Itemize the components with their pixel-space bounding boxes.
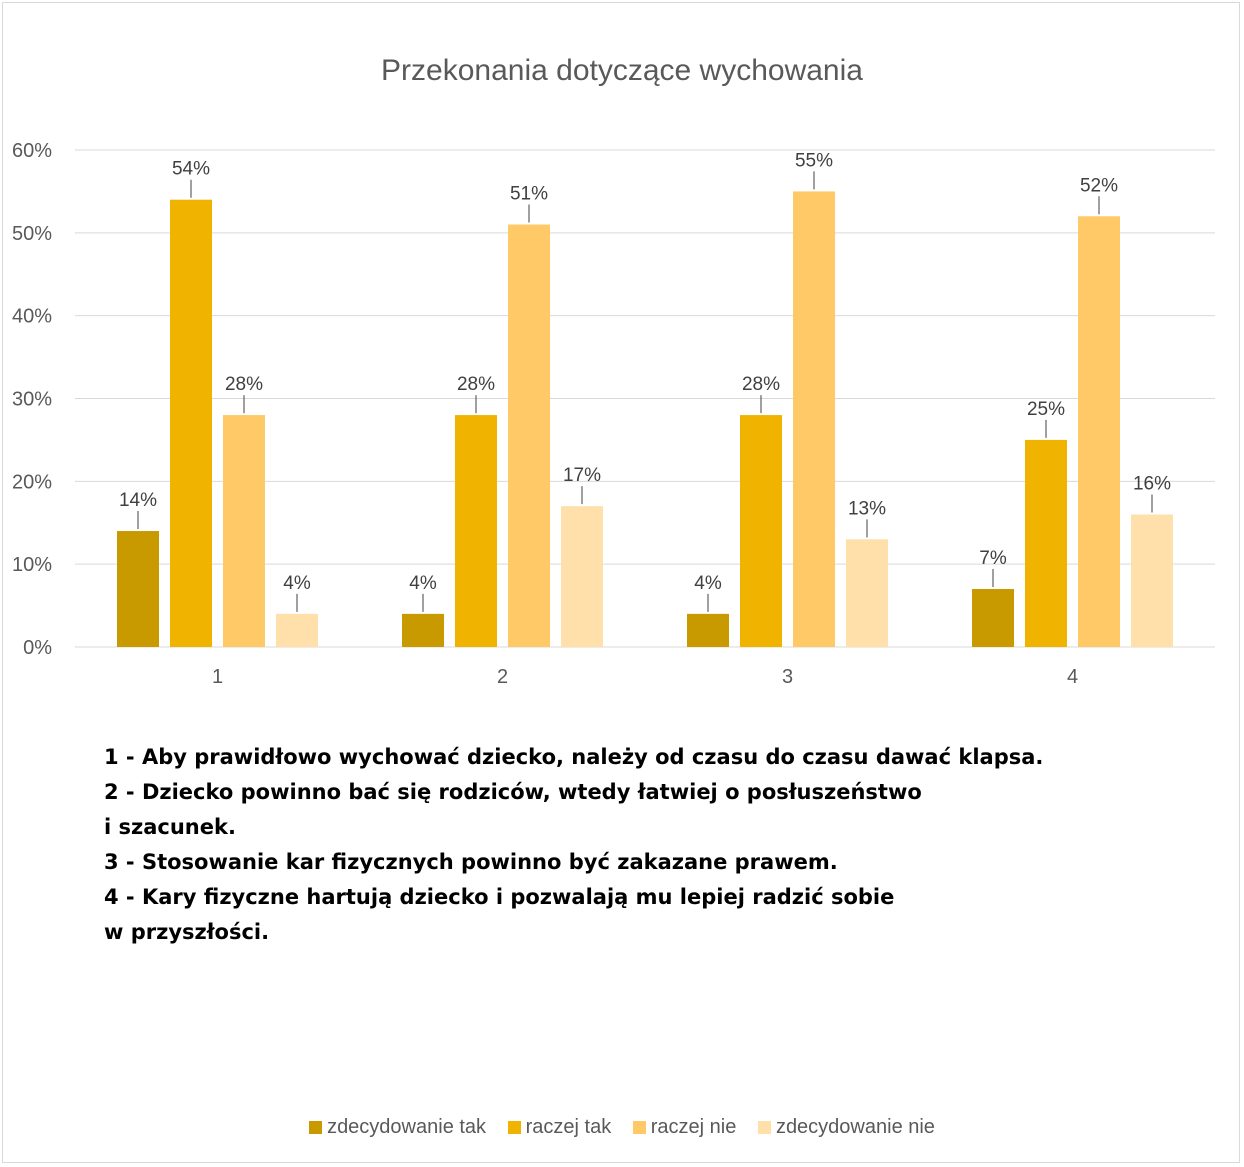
data-label: 4% bbox=[694, 573, 722, 594]
y-tick-label: 60% bbox=[12, 140, 52, 162]
note-3: 3 - Stosowanie kar fizycznych powinno by… bbox=[104, 850, 838, 874]
x-tick-label: 3 bbox=[782, 666, 793, 688]
y-tick-label: 50% bbox=[12, 223, 52, 245]
y-tick-label: 10% bbox=[12, 554, 52, 576]
bar bbox=[740, 415, 782, 647]
legend-label: raczej tak bbox=[525, 1116, 612, 1138]
data-label: 28% bbox=[457, 374, 495, 395]
bar bbox=[687, 613, 729, 647]
legend-item: raczej nie bbox=[632, 1116, 737, 1139]
legend-label: zdecydowanie nie bbox=[775, 1116, 935, 1138]
y-tick-label: 0% bbox=[23, 637, 52, 659]
bar bbox=[972, 589, 1014, 647]
data-label: 17% bbox=[563, 465, 601, 486]
y-tick-label: 40% bbox=[12, 306, 52, 328]
data-label: 54% bbox=[172, 159, 210, 180]
data-label: 4% bbox=[283, 573, 311, 594]
bar bbox=[846, 539, 888, 647]
data-label: 28% bbox=[742, 374, 780, 395]
notes-block: 1 - Aby prawidłowo wychować dziecko, nal… bbox=[104, 740, 1184, 950]
data-label: 7% bbox=[979, 548, 1007, 569]
bar bbox=[1078, 216, 1120, 647]
bar bbox=[117, 531, 159, 647]
note-1: 1 - Aby prawidłowo wychować dziecko, nal… bbox=[104, 745, 1044, 769]
bar bbox=[402, 613, 444, 647]
data-label: 51% bbox=[510, 184, 548, 205]
bar-chart: 0%10%20%30%40%50%60%14%54%28%4%14%28%51%… bbox=[12, 140, 1215, 688]
legend-label: zdecydowanie tak bbox=[327, 1116, 487, 1138]
data-label: 13% bbox=[848, 498, 886, 519]
data-label: 28% bbox=[225, 374, 263, 395]
bar bbox=[793, 191, 835, 647]
bar bbox=[170, 199, 212, 647]
legend-label: raczej nie bbox=[650, 1116, 737, 1138]
legend-item: zdecydowanie tak bbox=[309, 1116, 486, 1139]
x-tick-label: 2 bbox=[497, 666, 508, 688]
data-label: 14% bbox=[119, 490, 157, 511]
y-tick-label: 20% bbox=[12, 471, 52, 493]
note-4-continued: w przyszłości. bbox=[104, 920, 270, 944]
data-label: 25% bbox=[1027, 399, 1065, 420]
chart-legend: zdecydowanie tak raczej tak raczej nie z… bbox=[0, 1116, 1244, 1140]
note-2: 2 - Dziecko powinno bać się rodziców, wt… bbox=[104, 780, 922, 804]
legend-item: zdecydowanie nie bbox=[757, 1116, 935, 1139]
legend-item: raczej tak bbox=[507, 1116, 612, 1139]
bar bbox=[276, 613, 318, 647]
x-tick-label: 4 bbox=[1067, 666, 1078, 688]
bar bbox=[561, 506, 603, 647]
chart-title: Przekonania dotyczące wychowania bbox=[381, 54, 863, 87]
bar bbox=[508, 224, 550, 648]
data-label: 55% bbox=[795, 150, 833, 171]
bar bbox=[1131, 514, 1173, 647]
data-label: 52% bbox=[1080, 175, 1118, 196]
legend-swatch bbox=[507, 1121, 521, 1134]
data-label: 4% bbox=[409, 573, 437, 594]
legend-swatch bbox=[757, 1121, 771, 1134]
bar bbox=[223, 415, 265, 647]
data-label: 16% bbox=[1133, 473, 1171, 494]
x-tick-label: 1 bbox=[212, 666, 223, 688]
note-4: 4 - Kary fizyczne hartują dziecko i pozw… bbox=[104, 885, 895, 909]
note-2-continued: i szacunek. bbox=[104, 815, 236, 839]
bar bbox=[455, 415, 497, 647]
bar bbox=[1025, 439, 1067, 647]
legend-swatch bbox=[632, 1121, 646, 1134]
y-tick-label: 30% bbox=[12, 389, 52, 411]
legend-swatch bbox=[309, 1121, 323, 1134]
